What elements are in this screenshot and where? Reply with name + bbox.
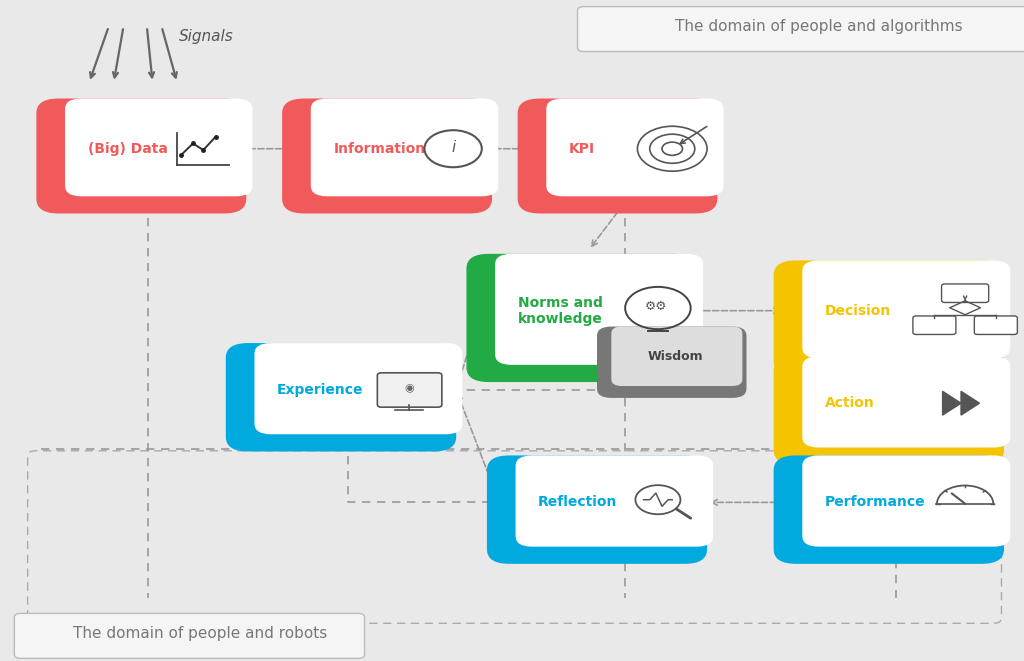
FancyBboxPatch shape — [611, 327, 742, 386]
Text: Action: Action — [825, 396, 874, 410]
FancyBboxPatch shape — [226, 343, 457, 451]
FancyBboxPatch shape — [942, 284, 989, 303]
Text: KPI: KPI — [569, 141, 595, 156]
FancyBboxPatch shape — [975, 316, 1018, 334]
Polygon shape — [961, 391, 979, 415]
FancyBboxPatch shape — [803, 455, 1010, 547]
Text: Wisdom: Wisdom — [648, 350, 703, 364]
FancyBboxPatch shape — [803, 260, 1010, 358]
FancyBboxPatch shape — [517, 98, 717, 214]
Text: ⚙⚙: ⚙⚙ — [645, 300, 667, 313]
Text: ◉: ◉ — [404, 383, 414, 394]
FancyBboxPatch shape — [255, 343, 463, 434]
Text: Norms and
knowledge: Norms and knowledge — [517, 295, 602, 326]
Text: (Big) Data: (Big) Data — [87, 141, 168, 156]
Text: The domain of people and robots: The domain of people and robots — [73, 626, 327, 641]
FancyBboxPatch shape — [547, 98, 723, 196]
FancyBboxPatch shape — [486, 455, 707, 564]
FancyBboxPatch shape — [495, 254, 702, 365]
FancyBboxPatch shape — [774, 260, 1004, 375]
Text: Signals: Signals — [179, 29, 233, 44]
FancyBboxPatch shape — [36, 98, 246, 214]
FancyBboxPatch shape — [597, 327, 746, 398]
Text: Performance: Performance — [825, 495, 926, 510]
FancyBboxPatch shape — [466, 254, 696, 382]
Text: Information: Information — [334, 141, 425, 156]
FancyBboxPatch shape — [774, 455, 1004, 564]
FancyBboxPatch shape — [578, 7, 1024, 52]
Text: Reflection: Reflection — [539, 495, 617, 510]
FancyBboxPatch shape — [282, 98, 492, 214]
Polygon shape — [942, 391, 961, 415]
Text: The domain of people and algorithms: The domain of people and algorithms — [676, 19, 963, 34]
Text: Decision: Decision — [825, 303, 891, 318]
Text: Experience: Experience — [278, 383, 364, 397]
FancyBboxPatch shape — [515, 455, 713, 547]
FancyBboxPatch shape — [913, 316, 956, 334]
Text: i: i — [451, 140, 456, 155]
FancyBboxPatch shape — [311, 98, 498, 196]
FancyBboxPatch shape — [14, 613, 365, 658]
FancyBboxPatch shape — [377, 373, 441, 407]
FancyBboxPatch shape — [803, 356, 1010, 447]
FancyBboxPatch shape — [774, 356, 1004, 465]
FancyBboxPatch shape — [65, 98, 252, 196]
